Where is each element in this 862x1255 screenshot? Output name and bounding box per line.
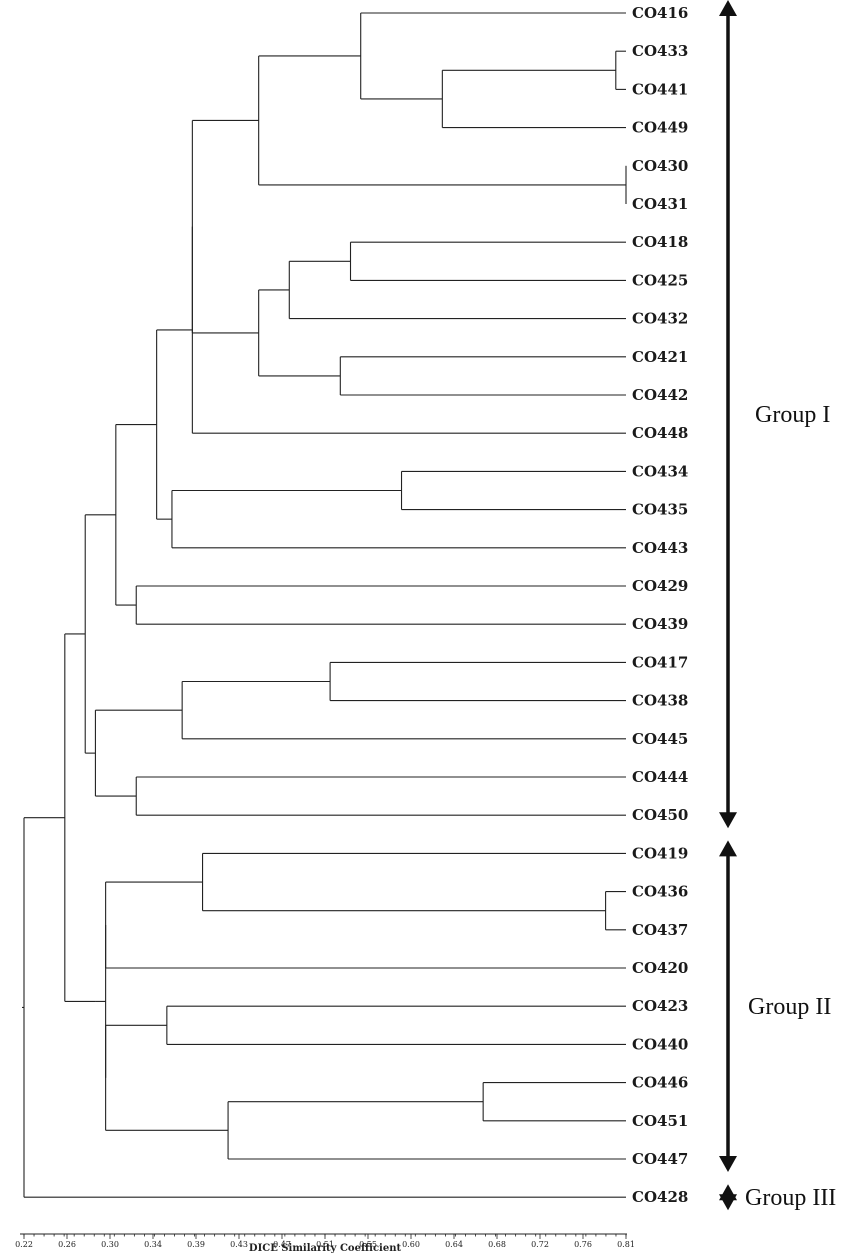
arrow-down-icon bbox=[719, 1194, 737, 1211]
leaf-label: CO446 bbox=[632, 1074, 688, 1092]
leaf-label: CO430 bbox=[632, 157, 688, 175]
group-bracket: Group III bbox=[719, 1184, 836, 1211]
leaf-label: CO451 bbox=[632, 1112, 688, 1130]
tick-label: 0.43 bbox=[230, 1240, 248, 1249]
arrow-up-icon bbox=[719, 0, 737, 16]
leaf-label: CO421 bbox=[632, 348, 688, 366]
leaf-label: CO418 bbox=[632, 233, 688, 251]
x-axis-ticks: 0.22 0.26 0.30 0.34 0.39 0.43 0.47 0.51 0.55 0.60… bbox=[15, 1234, 635, 1249]
tick-label: 0.81 bbox=[617, 1240, 635, 1249]
tick-label: 0.64 bbox=[445, 1240, 463, 1249]
leaf-label: CO449 bbox=[632, 119, 688, 137]
group-label: Group III bbox=[745, 1185, 836, 1211]
leaf-label: CO441 bbox=[632, 80, 688, 98]
arrow-up-icon bbox=[719, 840, 737, 857]
group-brackets: Group I Group II Group III bbox=[719, 0, 836, 1211]
leaf-label: CO443 bbox=[632, 539, 688, 557]
tick-label: 0.34 bbox=[144, 1240, 162, 1249]
group-bracket: Group II bbox=[719, 840, 831, 1172]
leaf-label: CO438 bbox=[632, 692, 688, 710]
tick-label: 0.39 bbox=[187, 1240, 205, 1249]
leaf-label: CO445 bbox=[632, 730, 688, 748]
leaf-label: CO447 bbox=[632, 1150, 688, 1168]
leaf-label: CO437 bbox=[632, 921, 688, 939]
leaf-label: CO431 bbox=[632, 195, 688, 213]
leaf-label: CO428 bbox=[632, 1188, 688, 1206]
tick-label: 0.47 bbox=[273, 1240, 291, 1249]
leaf-label: CO436 bbox=[632, 883, 688, 901]
leaf-label: CO442 bbox=[632, 386, 688, 404]
leaf-label: CO444 bbox=[632, 768, 688, 786]
leaf-label: CO440 bbox=[632, 1035, 688, 1053]
tick-label: 0.55 bbox=[359, 1240, 377, 1249]
leaf-label: CO420 bbox=[632, 959, 688, 977]
group-label: Group II bbox=[748, 994, 831, 1020]
leaf-label: CO433 bbox=[632, 42, 688, 60]
leaf-label: CO448 bbox=[632, 424, 688, 442]
leaf-label: CO434 bbox=[632, 462, 688, 480]
x-axis-title: DICE Similarity Coefficient bbox=[249, 1243, 402, 1254]
tick-label: 0.68 bbox=[488, 1240, 506, 1249]
leaf-labels: CO416 CO433 CO441 CO449 CO430 CO431 CO418 CO425… bbox=[632, 4, 688, 1206]
leaf-label: CO417 bbox=[632, 653, 688, 671]
leaf-label: CO429 bbox=[632, 577, 688, 595]
leaf-label: CO439 bbox=[632, 615, 688, 633]
x-axis: 0.22 0.26 0.30 0.34 0.39 0.43 0.47 0.51 0.55 0.60… bbox=[15, 1233, 635, 1254]
arrow-down-icon bbox=[719, 812, 737, 829]
leaf-label: CO419 bbox=[632, 844, 688, 862]
leaf-label: CO435 bbox=[632, 501, 688, 519]
leaf-label: CO423 bbox=[632, 997, 688, 1015]
tick-label: 0.51 bbox=[316, 1240, 334, 1249]
tick-label: 0.30 bbox=[101, 1240, 119, 1249]
tick-label: 0.26 bbox=[58, 1240, 76, 1249]
dendrogram-branches bbox=[22, 12, 627, 1198]
tick-label: 0.72 bbox=[531, 1240, 549, 1249]
tick-label: 0.60 bbox=[402, 1240, 420, 1249]
leaf-label: CO425 bbox=[632, 271, 688, 289]
group-label: Group I bbox=[755, 402, 830, 428]
leaf-label: CO416 bbox=[632, 4, 688, 22]
arrow-down-icon bbox=[719, 1156, 737, 1172]
tick-label: 0.22 bbox=[15, 1240, 33, 1249]
leaf-label: CO432 bbox=[632, 310, 688, 328]
group-bracket: Group I bbox=[719, 0, 830, 829]
tick-label: 0.76 bbox=[574, 1240, 592, 1249]
leaf-label: CO450 bbox=[632, 806, 688, 824]
